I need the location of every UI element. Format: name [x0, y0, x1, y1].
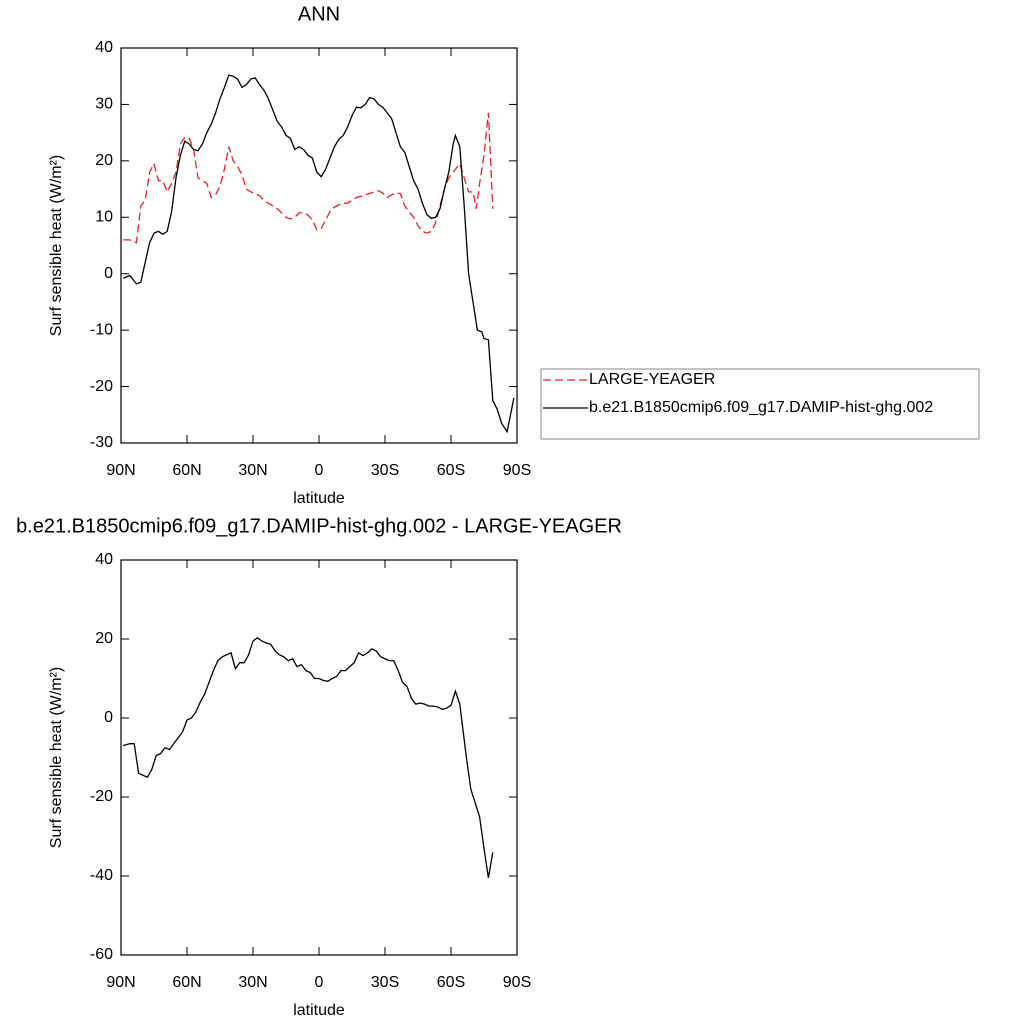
- y-tick-label: -30: [90, 434, 113, 451]
- x-tick-label: 30N: [238, 462, 267, 479]
- x-tick-label: 60N: [172, 462, 201, 479]
- x-tick-label: 90N: [106, 462, 135, 479]
- x-tick-label: 60S: [437, 974, 465, 991]
- data-line: [123, 112, 494, 244]
- x-axis-label: latitude: [293, 1002, 345, 1019]
- y-tick-label: 20: [95, 152, 113, 169]
- x-tick-label: 90S: [503, 974, 531, 991]
- x-tick-label: 0: [315, 462, 324, 479]
- x-tick-label: 90S: [503, 462, 531, 479]
- x-tick-label: 30S: [371, 462, 399, 479]
- y-tick-label: 30: [95, 96, 113, 113]
- chart-title: b.e21.B1850cmip6.f09_g17.DAMIP-hist-ghg.…: [16, 515, 622, 537]
- chart-title: ANN: [298, 3, 340, 25]
- x-tick-label: 60S: [437, 462, 465, 479]
- legend-box: [540, 368, 980, 440]
- legend-label: b.e21.B1850cmip6.f09_g17.DAMIP-hist-ghg.…: [589, 399, 933, 416]
- x-tick-label: 60N: [172, 974, 201, 991]
- y-tick-label: 40: [95, 39, 113, 56]
- y-tick-label: 0: [104, 709, 113, 726]
- y-tick-label: 0: [104, 265, 113, 282]
- y-axis-label: Surf sensible heat (W/m²): [48, 155, 65, 336]
- y-tick-label: 10: [95, 209, 113, 226]
- y-tick-label: -40: [90, 867, 113, 884]
- legend-label: LARGE-YEAGER: [589, 371, 715, 388]
- data-line: [123, 637, 494, 879]
- x-tick-label: 90N: [106, 974, 135, 991]
- x-tick-label: 0: [315, 974, 324, 991]
- x-tick-label: 30N: [238, 974, 267, 991]
- y-tick-label: -10: [90, 321, 113, 338]
- x-axis-label: latitude: [293, 490, 345, 507]
- data-line: [122, 74, 515, 434]
- plot-frame: [120, 559, 518, 956]
- plot-frame: [120, 47, 518, 444]
- x-tick-label: 30S: [371, 974, 399, 991]
- y-tick-label: -60: [90, 946, 113, 963]
- y-axis-label: Surf sensible heat (W/m²): [48, 667, 65, 848]
- y-tick-label: 40: [95, 551, 113, 568]
- y-tick-label: 20: [95, 630, 113, 647]
- y-tick-label: -20: [90, 378, 113, 395]
- y-tick-label: -20: [90, 788, 113, 805]
